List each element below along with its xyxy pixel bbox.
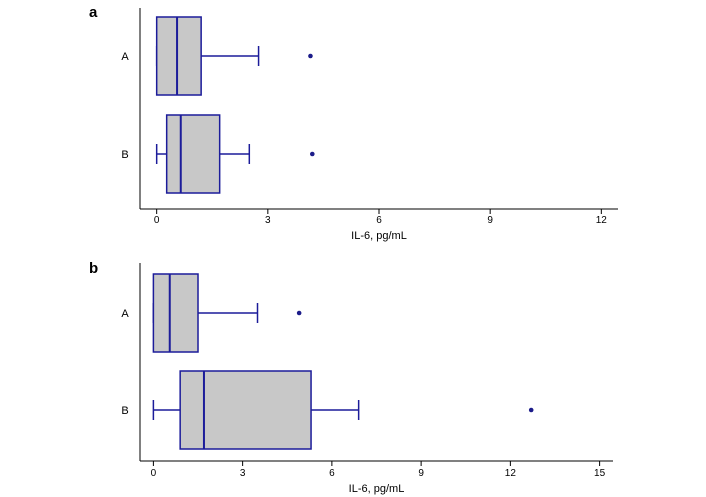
panel-b-label: b: [89, 260, 98, 277]
panel-b-tick-label-0: 0: [151, 468, 157, 479]
panel-a-box-a-outlier-0: [308, 53, 313, 59]
panel-b-tick-label-6: 6: [329, 468, 335, 479]
panel-a-tick-label-3: 3: [265, 215, 271, 226]
panel-b-box-a-category-label: A: [121, 308, 129, 320]
panel-b-tick-label-12: 12: [505, 468, 517, 479]
panel-b-tick-label-3: 3: [240, 468, 246, 479]
panel-a-tick-label-0: 0: [154, 215, 160, 226]
panel-b-tick-label-9: 9: [418, 468, 424, 479]
panel-a-tick-label-6: 6: [376, 215, 382, 226]
panel-a-label: a: [89, 4, 98, 21]
panel-a-box-b-outlier-0: [310, 151, 315, 157]
panel-a-box-a-iqr-rect: [155, 16, 202, 96]
panel-b-box-b-category-label: B: [121, 405, 128, 417]
panel-b-box-b-iqr-rect: [179, 370, 312, 450]
panel-b-box-b-outlier-0: [528, 407, 534, 413]
panel-a-box-a: A: [121, 16, 313, 96]
panel-a-box-b-iqr-rect: [165, 114, 221, 194]
panel-a-tick-label-12: 12: [596, 215, 608, 226]
panel-b-box-a-outlier-0: [296, 310, 302, 316]
panel-a-box-b-category-label: B: [121, 149, 128, 161]
panel-a-x-axis-title: IL-6, pg/mL: [351, 230, 407, 242]
panel-a-box-a-category-label: A: [121, 51, 129, 63]
panel-a-tick-label-9: 9: [487, 215, 493, 226]
panel-a-box-b: B: [121, 114, 315, 194]
panel-b-tick-label-15: 15: [594, 468, 606, 479]
panel-b-box-b: B: [121, 370, 534, 450]
panel-b: b 0 3 6 9 12 15 IL-6, pg/mL A B: [89, 260, 613, 495]
panel-b-box-a: A: [121, 273, 302, 353]
panel-b-x-axis-title: IL-6, pg/mL: [349, 483, 405, 495]
panel-b-box-a-iqr-rect: [152, 273, 199, 353]
panel-a: a 0 3 6 9 12 IL-6, pg/mL A B: [89, 4, 618, 242]
